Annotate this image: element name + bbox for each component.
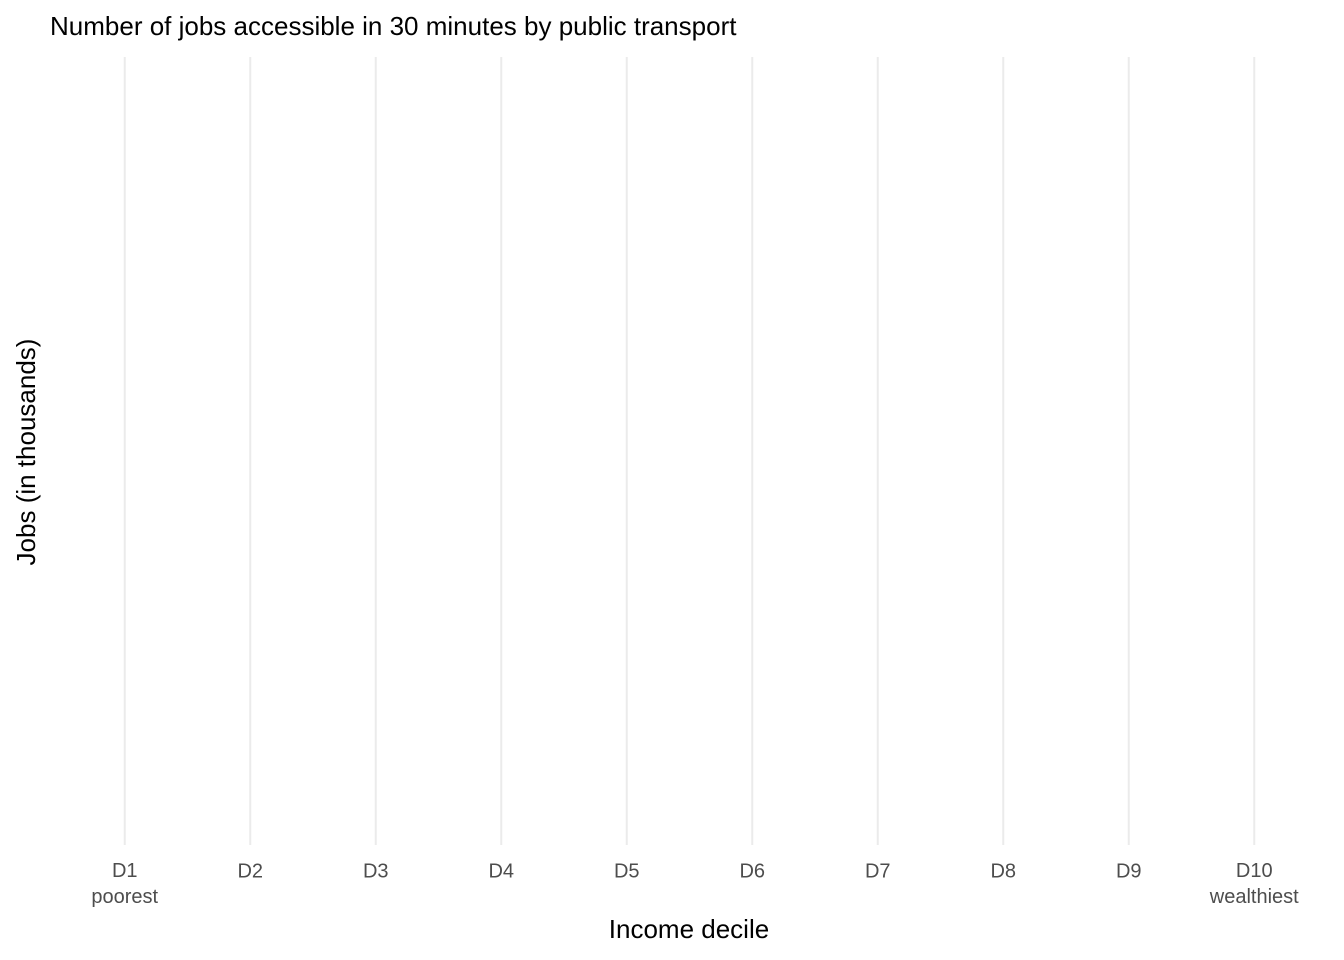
x-tick-label: D6 bbox=[739, 860, 765, 882]
x-axis-title: Income decile bbox=[609, 914, 769, 944]
y-axis-title: Jobs (in thousands) bbox=[11, 339, 41, 566]
x-tick-label: D9 bbox=[1116, 860, 1142, 882]
x-tick-label: D10 wealthiest bbox=[1209, 860, 1299, 908]
x-tick-label: D2 bbox=[237, 860, 263, 882]
x-tick-label: D5 bbox=[614, 860, 640, 882]
x-tick-label: D7 bbox=[865, 860, 891, 882]
x-tick-label: D3 bbox=[363, 860, 389, 882]
x-tick-label: D8 bbox=[990, 860, 1016, 882]
x-tick-label: D4 bbox=[488, 860, 514, 882]
chart-title: Number of jobs accessible in 30 minutes … bbox=[50, 11, 737, 41]
x-tick-label: D1 poorest bbox=[91, 860, 158, 908]
